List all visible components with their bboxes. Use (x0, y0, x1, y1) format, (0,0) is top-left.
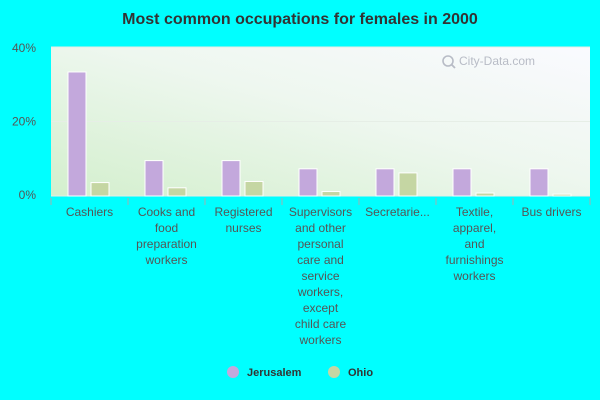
bar-ohio-1 (167, 187, 187, 197)
y-tick-label: 40% (12, 41, 36, 55)
magnifier-handle (450, 63, 456, 69)
legend: Jerusalem Ohio (227, 366, 373, 379)
y-tick-label: 20% (12, 115, 36, 129)
bar-jerusalem-1 (144, 160, 164, 197)
bar-ohio-6 (552, 193, 572, 197)
x-tick-label: Supervisors and other personal care and serv… (289, 205, 352, 347)
category-separators (50, 198, 591, 205)
bar-jerusalem-2 (221, 160, 241, 197)
y-axis: 0% 20% 40% (12, 41, 36, 202)
x-tick-label: Registered nurses (214, 205, 272, 235)
gridlines (51, 46, 590, 197)
x-tick-label: Bus drivers (521, 205, 581, 219)
bar-jerusalem-6 (529, 168, 549, 197)
bar-jerusalem-4 (375, 168, 395, 197)
x-tick-label: Cooks and food preparation workers (136, 205, 197, 267)
magnifier-icon (442, 55, 454, 67)
x-tick-label: Cashiers (66, 205, 113, 219)
x-tick-label: Textile, apparel, and furnishings workers (445, 205, 503, 283)
y-tick-label: 0% (19, 188, 37, 202)
bar-ohio-4 (398, 172, 418, 197)
legend-label-ohio: Ohio (348, 367, 373, 379)
bar-jerusalem-5 (452, 168, 472, 197)
bar-jerusalem-3 (298, 168, 318, 197)
legend-swatch-ohio (328, 366, 340, 378)
bar-ohio-0 (90, 182, 110, 197)
legend-swatch-jerusalem (227, 366, 239, 378)
legend-label-jerusalem: Jerusalem (247, 367, 302, 379)
chart-title: Most common occupations for females in 2… (122, 11, 478, 28)
x-tick-label: Secretarie... (365, 205, 430, 219)
bars (67, 71, 572, 197)
bar-ohio-2 (244, 180, 264, 197)
watermark: City-Data.com (442, 54, 535, 69)
x-axis-labels: Cashiers Cooks and food preparation workers R… (66, 205, 582, 347)
bar-ohio-3 (321, 191, 341, 197)
bar-ohio-5 (475, 192, 495, 197)
watermark-text: City-Data.com (459, 54, 535, 68)
bar-jerusalem-0 (67, 71, 87, 197)
